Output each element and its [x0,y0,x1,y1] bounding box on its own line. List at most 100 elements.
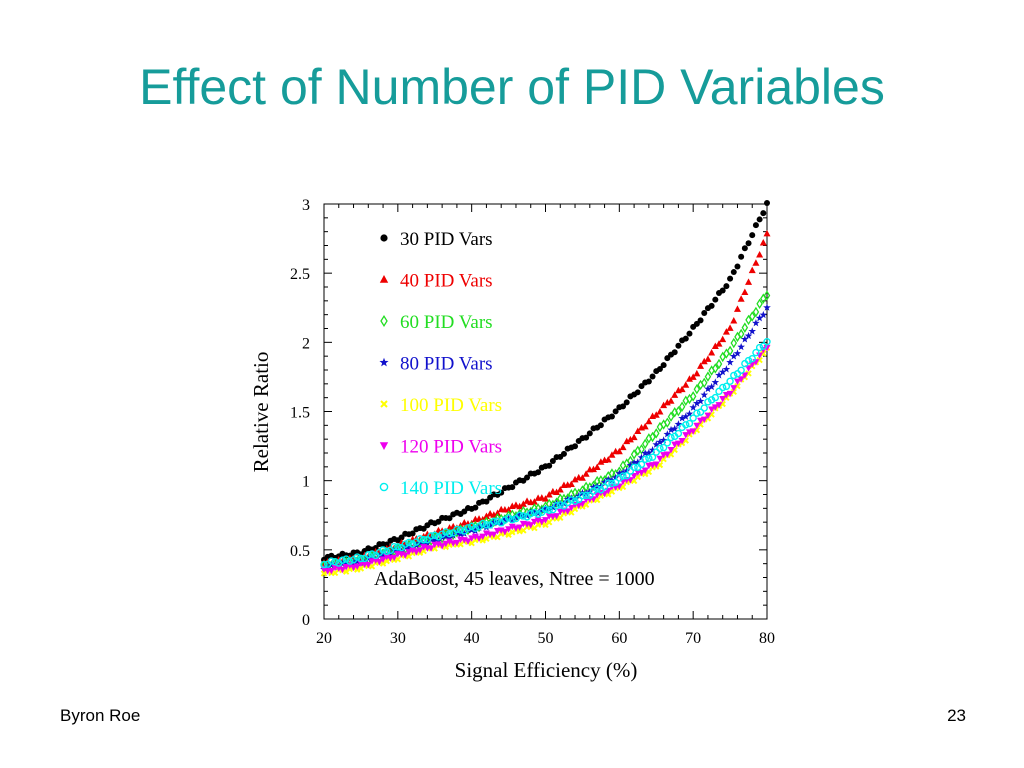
series-point-40-pid-vars [597,458,605,465]
series-point-120-pid-vars [438,543,446,550]
series-point-60-pid-vars [712,363,719,374]
series-point-140-pid-vars [748,354,756,363]
series-point-140-pid-vars [667,433,675,442]
series-point-40-pid-vars [748,266,756,274]
series-point-140-pid-vars [685,419,694,428]
legend-marker-60-pid-vars [380,314,388,328]
series-point-60-pid-vars [700,377,708,389]
series-point-60-pid-vars [641,438,649,450]
series-point-40-pid-vars [604,456,612,463]
series-point-140-pid-vars [464,524,472,532]
series-point-60-pid-vars [630,449,638,460]
series-point-40-pid-vars [763,229,771,237]
y-tick-label: 2 [302,335,310,352]
series-point-30-pid-vars [708,302,715,309]
series-point-120-pid-vars [542,517,549,524]
series-point-140-pid-vars [700,404,708,412]
series-point-140-pid-vars [482,521,491,529]
series-point-120-pid-vars [471,533,479,541]
series-point-40-pid-vars [652,411,660,418]
series-point-30-pid-vars [560,450,567,457]
series-point-140-pid-vars [552,501,561,510]
series-point-30-pid-vars [764,199,770,206]
series-point-80-pid-vars [656,438,664,446]
series-point-40-pid-vars [737,295,745,302]
series-point-40-pid-vars [512,501,520,508]
series-point-120-pid-vars [390,554,398,562]
series-point-140-pid-vars [427,532,435,540]
series-point-40-pid-vars [645,417,653,425]
series-point-140-pid-vars [719,383,727,392]
series-point-80-pid-vars [526,508,535,516]
x-tick-label: 70 [685,630,701,647]
series-point-80-pid-vars [663,430,672,438]
series-point-120-pid-vars [674,440,682,448]
series-point-40-pid-vars [494,509,502,517]
series-point-30-pid-vars [660,362,667,369]
series-point-140-pid-vars [383,547,391,556]
series-point-120-pid-vars [405,549,413,556]
series-point-140-pid-vars [737,366,745,374]
series-point-30-pid-vars [656,366,663,373]
legend-label-100-pid-vars: 100 PID Vars [400,395,502,416]
series-point-40-pid-vars [578,474,586,481]
series-point-120-pid-vars [745,365,753,372]
series-point-140-pid-vars [394,543,402,551]
series-point-30-pid-vars [623,399,630,406]
series-point-60-pid-vars [763,290,771,301]
series-point-140-pid-vars [501,516,509,524]
series-point-80-pid-vars [512,513,520,521]
series-point-40-pid-vars [490,511,498,518]
series-point-40-pid-vars [700,357,708,365]
y-tick-label: 1 [302,474,310,491]
series-point-140-pid-vars [615,474,624,482]
series-point-80-pid-vars [619,468,627,476]
series-point-80-pid-vars [670,424,679,433]
series-point-140-pid-vars [696,408,705,416]
series-point-120-pid-vars [733,378,741,386]
plot-area: 0 0.5 1 1.5 2 2.5 3 20 30 40 50 60 70 80 30 PID Vars 40… [290,197,775,647]
series-point-140-pid-vars [586,491,594,499]
series-point-60-pid-vars [678,401,686,412]
series-point-80-pid-vars [674,420,683,428]
legend-label-40-pid-vars: 40 PID Vars [400,271,493,292]
series-point-80-pid-vars [515,510,524,519]
series-point-30-pid-vars [723,283,730,290]
series-point-120-pid-vars [726,390,734,398]
series-point-30-pid-vars [608,413,615,420]
series-point-60-pid-vars [704,371,712,382]
series-point-30-pid-vars [730,269,737,276]
series-point-80-pid-vars [737,342,745,351]
series-point-40-pid-vars [719,335,727,343]
series-point-40-pid-vars [423,530,431,537]
series-point-120-pid-vars [530,518,538,526]
series-point-30-pid-vars [749,232,756,239]
series-point-140-pid-vars [575,495,583,504]
series-point-140-pid-vars [445,529,454,538]
series-point-60-pid-vars [715,358,723,370]
series-point-140-pid-vars [515,511,524,520]
series-point-80-pid-vars [604,475,613,483]
series-point-30-pid-vars [549,457,556,464]
series-point-80-pid-vars [475,523,483,531]
series-point-60-pid-vars [652,428,660,439]
series-point-120-pid-vars [501,528,509,536]
series-point-80-pid-vars [633,458,642,466]
series-point-120-pid-vars [708,406,716,413]
series-point-120-pid-vars [641,467,649,475]
series-point-140-pid-vars [386,546,395,555]
series-point-140-pid-vars [342,555,350,563]
series-point-30-pid-vars [741,245,748,252]
series-point-80-pid-vars [707,382,716,391]
series-point-30-pid-vars [719,287,726,294]
series-point-140-pid-vars [722,382,731,391]
series-point-40-pid-vars [626,435,634,443]
series-point-80-pid-vars [696,397,705,405]
series-point-120-pid-vars [689,428,697,435]
series-point-120-pid-vars [553,513,561,520]
series-point-80-pid-vars [752,319,760,327]
series-point-40-pid-vars [759,238,767,246]
series-point-140-pid-vars [626,467,635,475]
series-point-140-pid-vars [346,557,354,565]
series-point-30-pid-vars [752,222,759,229]
